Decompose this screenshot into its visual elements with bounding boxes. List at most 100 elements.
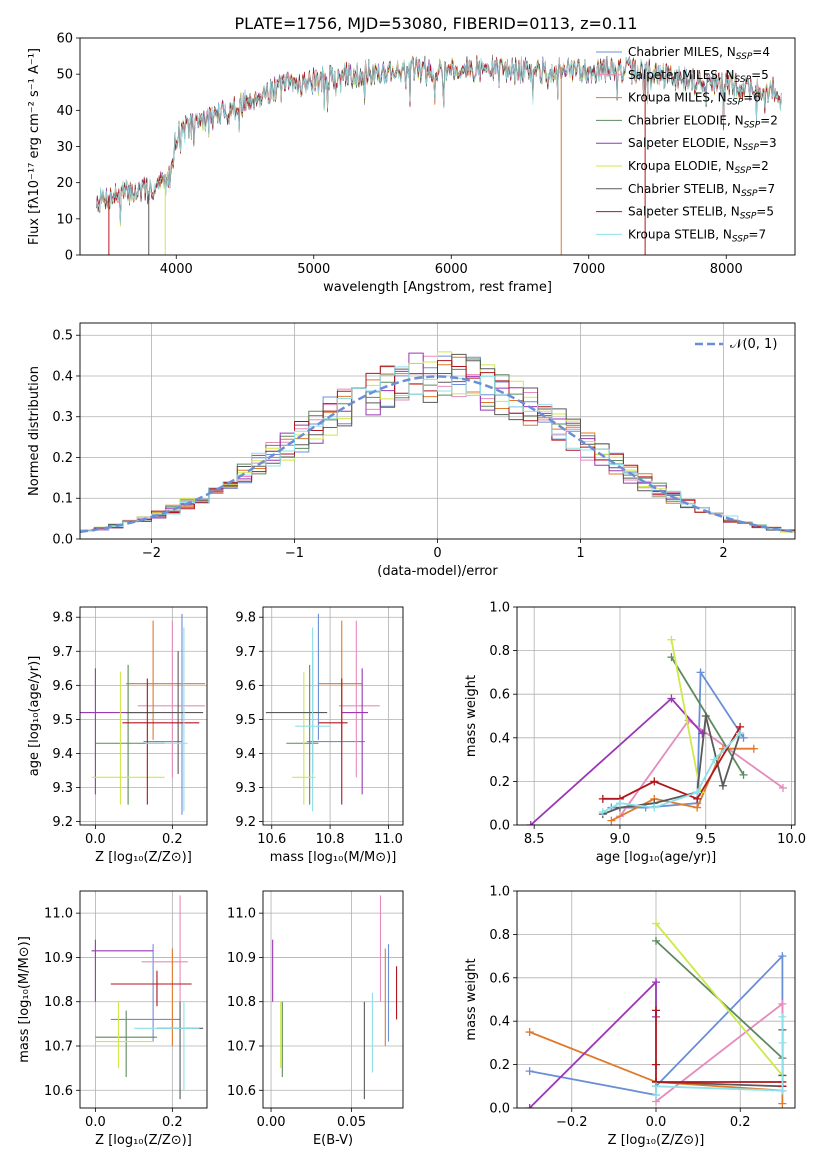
- axes-frame: [516, 606, 796, 826]
- weight-marker: [526, 821, 535, 825]
- weight-marker: [710, 755, 719, 764]
- weight-series-line: [530, 697, 703, 825]
- legend: Chabrier MILES, NSSP=4 Salpeter MILES, NS…: [596, 45, 778, 244]
- y-tick-label: 10.8: [227, 995, 256, 1010]
- weight-marker: [652, 1082, 660, 1091]
- weight-series-line: [528, 979, 657, 1108]
- y-tick-label: 10.9: [44, 951, 73, 966]
- y-tick-label: 10.7: [227, 1040, 256, 1055]
- x-tick-label: −0.2: [556, 1115, 588, 1130]
- error-bar-point: [95, 664, 165, 805]
- y-axis-label: Normed distribution: [27, 366, 42, 496]
- axes: −0.2 0.0 0.2 0.0 0.2 0.4 0.6 0.8 1.0 Z [log₁₀(Z/Z…: [464, 885, 796, 1148]
- weight-marker: [652, 1060, 660, 1069]
- x-tick-label: 0.2: [162, 832, 183, 847]
- x-tick-label: 9.5: [695, 832, 716, 847]
- weight-series-line: [655, 1029, 784, 1088]
- weight-marker: [652, 919, 660, 928]
- y-tick-label: 9.3: [52, 781, 73, 796]
- error-bar-point: [91, 939, 154, 1002]
- x-tick-label: 0.00: [257, 1115, 286, 1130]
- x-tick-label: 7000: [572, 262, 605, 277]
- normal-reference-curve: [80, 375, 795, 534]
- weight-marker: [652, 978, 660, 987]
- y-tick-label: 40: [56, 104, 73, 119]
- legend: 𝒩(0, 1): [695, 337, 777, 352]
- axes-frame: [262, 890, 404, 1109]
- x-axis-label: Z [log₁₀(Z/Z⊙)]: [95, 1133, 192, 1148]
- error-bar-point: [95, 1001, 154, 1069]
- y-tick-label: 50: [56, 68, 73, 83]
- error-bar-point: [141, 895, 188, 1002]
- y-tick-label: 10.9: [227, 951, 256, 966]
- axes: 10.6 10.8 11.0 9.2 9.3 9.4 9.5 9.6 9.7 9.8 mass [l…: [235, 606, 404, 865]
- x-tick-label: 10.8: [316, 832, 345, 847]
- weight-marker: [736, 729, 745, 738]
- weight-marker: [652, 1006, 660, 1015]
- residual-histogram: [80, 366, 795, 539]
- y-tick-label: 9.7: [52, 645, 73, 660]
- y-tick-label: 0.0: [489, 1102, 510, 1117]
- error-bar-point: [318, 678, 348, 805]
- x-tick-label: 10.6: [257, 832, 286, 847]
- axes: 0.0 0.2 9.2 9.3 9.4 9.5 9.6 9.7 9.8 Z [log₁₀(Z/Z⊙…: [27, 606, 208, 865]
- plot-area: [272, 895, 398, 1100]
- weight-marker: [615, 799, 624, 808]
- y-tick-label: 0.4: [489, 731, 510, 746]
- y-tick-label: 9.6: [235, 679, 256, 694]
- grid-lines: [517, 606, 795, 826]
- y-tick-label: 0.8: [489, 928, 510, 943]
- weight-series-line: [529, 1031, 784, 1104]
- weight-marker: [778, 1086, 787, 1095]
- grid-lines: [263, 607, 403, 825]
- y-tick-label: 0.1: [52, 492, 73, 507]
- weight-marker: [739, 770, 748, 779]
- y-tick-label: 9.7: [235, 645, 256, 660]
- y-tick-label: 0.0: [52, 533, 73, 548]
- legend-entry: Salpeter STELIB, NSSP=5: [628, 205, 774, 222]
- error-bar-point: [80, 668, 154, 795]
- weight-marker: [525, 1067, 534, 1076]
- y-axis-label: Flux [fλ10⁻¹⁷ erg cm⁻² s⁻¹ A⁻¹]: [27, 48, 42, 245]
- y-tick-label: 0: [65, 249, 73, 264]
- weight-vs-age-panel: 8.5 9.0 9.5 10.0 0.0 0.2 0.4 0.6 0.8 1.0 age [log₁…: [464, 601, 806, 866]
- error-bar-point: [145, 627, 188, 812]
- plot-area: [265, 613, 380, 812]
- x-axis-label: mass [log₁₀(M/M⊙)]: [270, 850, 397, 865]
- weight-marker: [778, 1012, 787, 1021]
- error-bar-point: [295, 627, 331, 812]
- weight-marker: [667, 635, 676, 644]
- y-tick-label: 0.5: [52, 329, 73, 344]
- axes-frame: [79, 37, 796, 256]
- axes-frame: [79, 606, 208, 826]
- x-axis-label: (data-model)/error: [377, 564, 498, 579]
- y-tick-label: 20: [56, 176, 73, 191]
- y-tick-label: 1.0: [489, 885, 510, 900]
- x-tick-label: 0.0: [85, 832, 106, 847]
- weight-marker: [598, 794, 607, 803]
- axes: 0.00 0.05 10.6 10.7 10.8 10.9 11.0 E(B-V): [227, 890, 404, 1148]
- grid-lines: [263, 891, 403, 1108]
- x-axis-label: age [log₁₀(age/yr)]: [596, 850, 717, 865]
- axes-frame: [262, 606, 404, 826]
- y-tick-label: 0.2: [489, 1058, 510, 1073]
- x-tick-label: 0.0: [85, 1115, 106, 1130]
- legend-entry: Kroupa ELODIE, NSSP=2: [628, 159, 769, 176]
- weight-marker: [698, 729, 707, 738]
- x-tick-label: 9.0: [610, 832, 631, 847]
- y-axis-label: mass weight: [464, 958, 479, 1040]
- x-tick-label: 8.5: [524, 832, 545, 847]
- weight-marker: [525, 1028, 534, 1037]
- plot-area: [80, 613, 206, 815]
- y-tick-label: 9.5: [52, 713, 73, 728]
- x-tick-label: 0.2: [730, 1115, 751, 1130]
- y-tick-label: 30: [56, 140, 73, 155]
- weight-marker: [598, 807, 607, 816]
- x-axis-label: Z [log₁₀(Z/Z⊙)]: [608, 1133, 705, 1148]
- error-bar-point: [292, 671, 316, 805]
- x-tick-label: 5000: [297, 262, 330, 277]
- weight-marker: [778, 1099, 787, 1108]
- x-tick-label: 0.0: [646, 1115, 667, 1130]
- weight-marker: [778, 999, 787, 1008]
- axes-frame: [79, 322, 796, 540]
